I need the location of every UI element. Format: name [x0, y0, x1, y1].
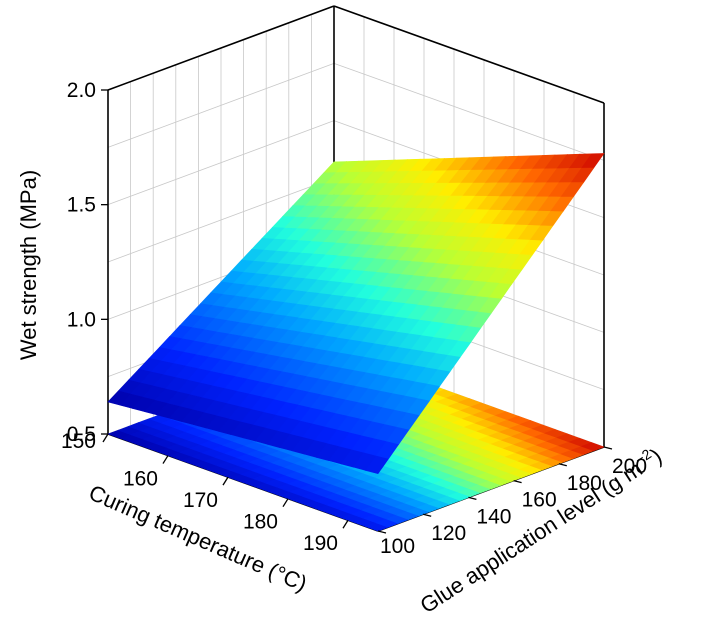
x-tick-label: 170: [183, 489, 218, 512]
x-tick-label: 180: [243, 511, 278, 534]
z-tick-label: 2.0: [67, 79, 96, 102]
z-tick-label: 0.5: [67, 423, 96, 446]
x-tick-mark: [102, 433, 109, 443]
frame-edge: [107, 5, 335, 91]
y-tick-label: 180: [567, 472, 602, 495]
y-tick-mark: [468, 496, 477, 501]
x-tick-mark: [222, 476, 229, 486]
frame-edge: [333, 5, 605, 104]
surface-cell: [365, 455, 389, 475]
y-tick-mark: [558, 463, 567, 467]
y-tick-mark: [603, 446, 613, 450]
z-tick-labels: 0.5 1.0 1.5 2.0: [67, 79, 108, 446]
z-tick-label: 1.0: [67, 308, 96, 331]
y-tick-label: 120: [431, 522, 466, 545]
y-tick-label: 200: [612, 455, 647, 478]
y-tick-label: 160: [522, 489, 557, 512]
z-axis-label: Wet strength (MPa): [16, 170, 41, 360]
y-axis-label-sup: −2: [632, 445, 654, 467]
response-surface: [107, 153, 605, 475]
x-tick-mark: [162, 455, 169, 464]
x-tick-label: 150: [61, 430, 96, 453]
gridline-right-wall: [333, 62, 605, 161]
x-tick-mark: [342, 519, 349, 529]
y-tick-mark: [377, 530, 387, 534]
x-tick-label: 190: [303, 532, 338, 555]
y-tick-mark: [423, 513, 432, 517]
y-tick-labels: 100 120 140 160 180 200: [377, 446, 647, 558]
y-tick-label: 100: [380, 535, 415, 558]
x-tick-labels: 150 160 170 180 190: [61, 430, 349, 555]
y-tick-label: 140: [476, 505, 511, 528]
x-tick-label: 160: [123, 468, 158, 491]
x-tick-mark: [282, 498, 289, 508]
y-tick-mark: [513, 479, 522, 484]
z-tick-label: 1.5: [67, 194, 96, 217]
